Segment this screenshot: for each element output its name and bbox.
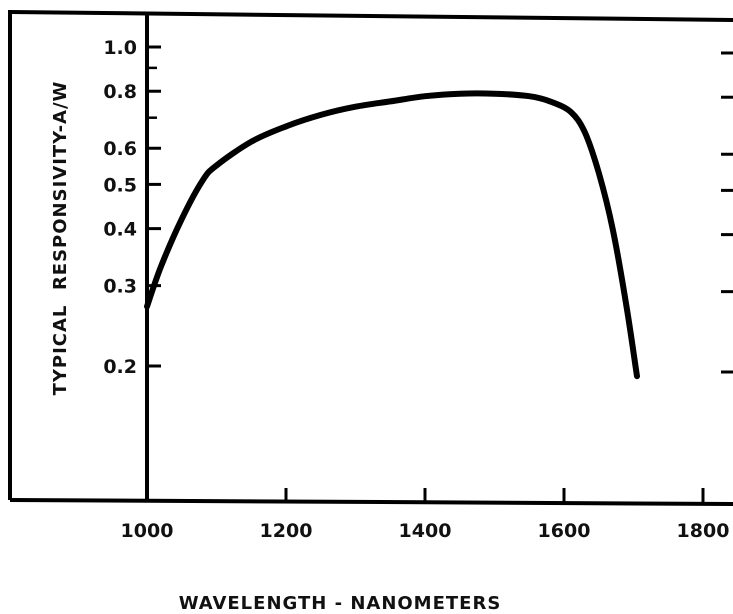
- x-tick-label: 1800: [677, 520, 730, 542]
- x-tick-label: 1000: [121, 520, 174, 542]
- y-tick-label: 0.4: [103, 219, 137, 241]
- y-tick-label: 0.5: [103, 174, 137, 196]
- series-layer: [144, 90, 640, 380]
- y-axis-title: TYPICAL RESPONSIVITY-A/W: [50, 81, 71, 396]
- x-tick-label: 1600: [538, 520, 591, 542]
- x-tick-label: 1200: [260, 520, 313, 542]
- y-tick-label: 1.0: [103, 37, 137, 59]
- frame-top: [9, 10, 733, 22]
- y-tick-label: 0.6: [103, 138, 137, 160]
- responsivity-curve: [144, 90, 640, 380]
- tick-marks: [145, 45, 733, 502]
- y-tick-label: 0.8: [103, 81, 137, 103]
- x-tick-label: 1400: [399, 520, 452, 542]
- y-tick-label: 0.2: [103, 356, 137, 378]
- tick-labels: 0.2 0.3 0.4 0.5 0.6 0.8 1.0 1000 1200 1400 1600 180…: [103, 37, 729, 542]
- chart-frame: [8, 10, 733, 506]
- y-tick-label: 0.3: [103, 276, 137, 298]
- x-axis-title: WAVELENGTH - NANOMETERS: [179, 593, 502, 614]
- frame-bottom: [9, 498, 733, 506]
